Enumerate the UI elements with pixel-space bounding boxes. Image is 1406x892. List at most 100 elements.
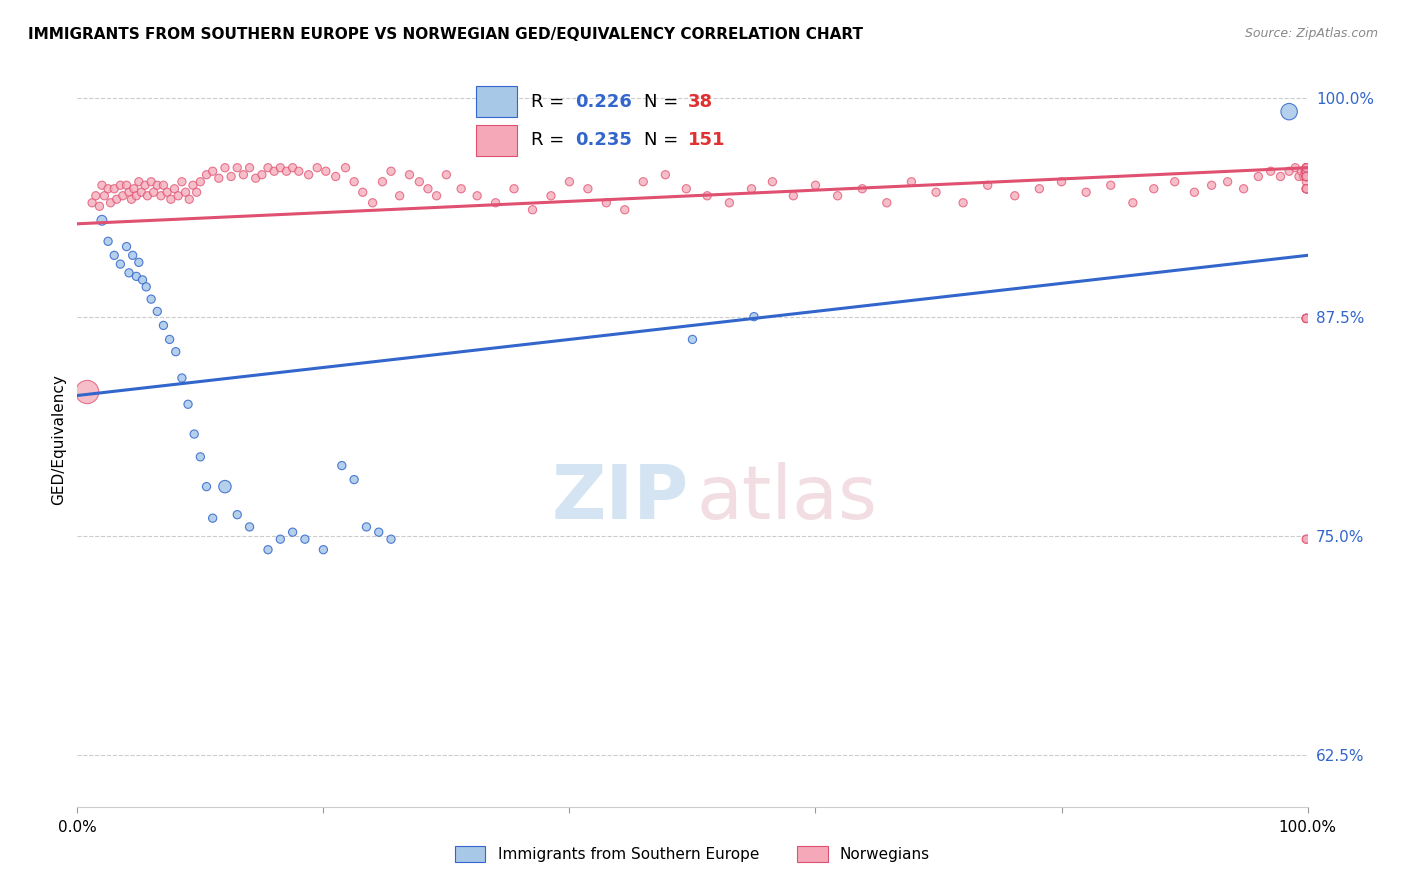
Point [298,168,321,182]
Point [1295,169,1317,184]
Point [1164,175,1187,189]
Point [1295,169,1317,184]
Point [356,520,378,534]
Point [876,195,898,210]
Point [312,542,335,557]
Point [1292,169,1315,184]
Point [183,427,205,442]
Point [1295,164,1317,178]
Point [900,175,922,189]
Point [696,188,718,202]
Point [111,188,134,202]
Point [90,178,114,193]
Point [170,175,193,189]
Point [97,182,120,196]
Point [163,182,186,196]
Point [503,182,526,196]
Point [115,239,138,253]
Point [1295,311,1317,326]
Point [159,333,181,347]
Point [188,175,212,189]
Point [851,182,873,196]
Y-axis label: GED/Equivalency: GED/Equivalency [51,374,66,505]
Point [121,248,143,262]
Point [232,168,254,182]
Point [129,186,153,200]
Point [134,178,156,193]
Point [741,182,763,196]
Point [1288,169,1310,184]
Point [181,178,204,193]
Point [1201,178,1223,193]
Point [103,182,125,196]
Point [1278,164,1301,178]
Point [179,192,201,206]
Point [121,192,143,206]
Point [1295,164,1317,178]
Point [485,195,508,210]
Point [118,186,141,200]
Point [214,161,236,175]
Point [380,532,402,546]
Point [201,511,224,525]
Point [146,178,169,193]
Point [1270,169,1292,184]
Point [1295,164,1317,178]
Text: ZIP: ZIP [551,462,689,534]
Text: atlas: atlas [696,462,877,534]
Point [82,195,104,210]
Point [128,175,150,189]
Point [115,178,138,193]
Point [1295,169,1317,184]
Point [84,188,107,202]
Point [1291,164,1313,178]
Point [141,175,163,189]
Point [540,188,562,202]
Point [135,280,157,294]
Point [152,318,174,333]
Point [465,188,488,202]
Point [1099,178,1122,193]
Point [1295,161,1317,175]
Point [654,168,676,182]
Point [343,473,366,487]
Point [1295,169,1317,184]
Point [1295,161,1317,175]
Point [150,188,173,202]
Point [1295,169,1317,184]
Point [226,161,249,175]
Point [380,164,402,178]
Point [307,161,329,175]
Point [1233,182,1256,196]
Point [977,178,1000,193]
Point [110,178,132,193]
Point [761,175,783,189]
Point [367,525,389,540]
Text: Source: ZipAtlas.com: Source: ZipAtlas.com [1244,27,1378,40]
Point [1284,161,1306,175]
Point [257,542,280,557]
Point [239,161,262,175]
Point [952,195,974,210]
Point [335,161,357,175]
Point [558,175,581,189]
Point [257,161,280,175]
Point [1295,161,1317,175]
Point [165,344,187,359]
Point [330,458,353,473]
Point [450,182,472,196]
Point [613,202,636,217]
Point [1295,182,1317,196]
Point [1278,104,1301,119]
Point [925,186,948,200]
Point [325,169,347,184]
Point [131,273,153,287]
Point [388,188,411,202]
Point [93,188,115,202]
Point [226,508,249,522]
Point [1260,164,1282,178]
Point [315,164,337,178]
Point [361,195,384,210]
Point [269,161,291,175]
Point [97,235,120,249]
